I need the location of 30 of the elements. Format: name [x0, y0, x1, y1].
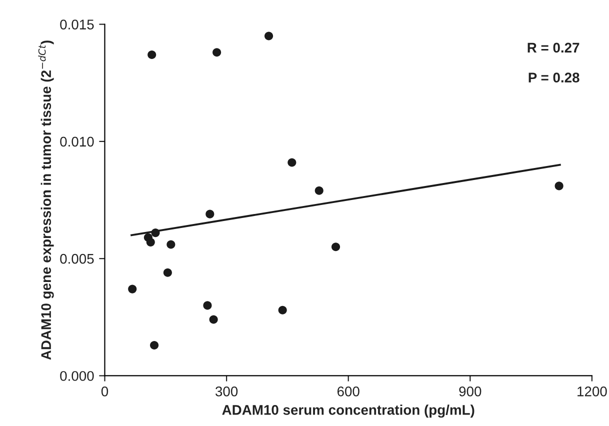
- point: [163, 268, 172, 277]
- point: [128, 284, 137, 294]
- point: [314, 186, 324, 195]
- point: [288, 158, 296, 167]
- y-tick-label: 0.010: [60, 136, 94, 147]
- y-tick-label: 0.000: [60, 371, 94, 381]
- point: [212, 48, 222, 57]
- point: [554, 182, 564, 190]
- x-tick-label: 900: [459, 386, 482, 396]
- point: [209, 315, 218, 324]
- x-tick-label: 600: [337, 386, 360, 396]
- point: [264, 32, 274, 40]
- y-tick-label: 0.015: [60, 20, 94, 30]
- point: [150, 340, 159, 350]
- point: [151, 228, 160, 238]
- x-tick-label: 300: [215, 386, 238, 396]
- x-tick-label: 0: [101, 386, 108, 396]
- point: [148, 50, 156, 60]
- annotation: R = 0.27: [528, 42, 580, 53]
- x-tick-label: 1200: [578, 386, 607, 396]
- point: [206, 210, 214, 218]
- annotation: P = 0.28: [528, 72, 580, 82]
- y-axis-title: ADAM10 gene expression in tumor tissue (2$^{−dCt}$): [38, 40, 54, 360]
- point: [166, 240, 176, 249]
- y-tick-label: 0.005: [60, 254, 94, 264]
- point: [203, 301, 212, 310]
- point: [278, 306, 287, 314]
- point: [146, 238, 155, 246]
- point: [331, 242, 340, 252]
- x-axis-title: ADAM10 serum concentration (pg/mL): [222, 404, 474, 418]
